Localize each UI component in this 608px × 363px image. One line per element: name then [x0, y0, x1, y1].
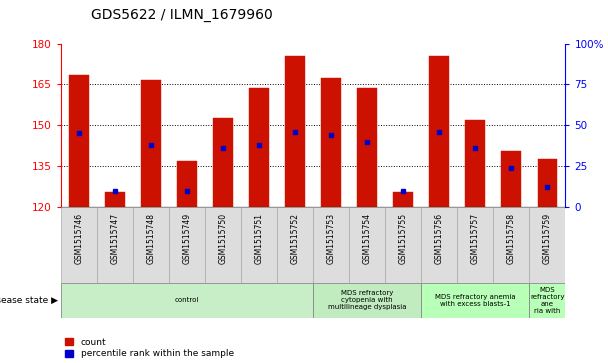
- FancyBboxPatch shape: [169, 207, 205, 283]
- FancyBboxPatch shape: [530, 283, 565, 318]
- Text: GSM1515754: GSM1515754: [363, 213, 371, 264]
- Text: GSM1515755: GSM1515755: [399, 213, 408, 264]
- Text: GSM1515759: GSM1515759: [543, 213, 552, 264]
- FancyBboxPatch shape: [205, 207, 241, 283]
- Bar: [537, 159, 558, 207]
- Text: GSM1515746: GSM1515746: [74, 213, 83, 264]
- FancyBboxPatch shape: [277, 207, 313, 283]
- Bar: [465, 120, 485, 207]
- FancyBboxPatch shape: [313, 283, 421, 318]
- Text: GSM1515750: GSM1515750: [218, 213, 227, 264]
- Bar: [321, 78, 341, 207]
- FancyBboxPatch shape: [61, 207, 97, 283]
- Bar: [141, 80, 161, 207]
- Text: control: control: [174, 297, 199, 303]
- Text: disease state ▶: disease state ▶: [0, 296, 58, 305]
- Bar: [213, 118, 233, 207]
- Text: GSM1515747: GSM1515747: [111, 213, 119, 264]
- Text: GSM1515753: GSM1515753: [326, 213, 336, 264]
- Text: GSM1515748: GSM1515748: [147, 213, 156, 264]
- Legend: count, percentile rank within the sample: count, percentile rank within the sample: [65, 338, 234, 359]
- Bar: [249, 89, 269, 207]
- Bar: [429, 56, 449, 207]
- FancyBboxPatch shape: [493, 207, 530, 283]
- Bar: [358, 89, 377, 207]
- Bar: [502, 151, 521, 207]
- Text: MDS refractory anemia
with excess blasts-1: MDS refractory anemia with excess blasts…: [435, 294, 516, 307]
- FancyBboxPatch shape: [241, 207, 277, 283]
- FancyBboxPatch shape: [457, 207, 493, 283]
- FancyBboxPatch shape: [133, 207, 169, 283]
- FancyBboxPatch shape: [385, 207, 421, 283]
- FancyBboxPatch shape: [349, 207, 385, 283]
- Text: GSM1515757: GSM1515757: [471, 213, 480, 264]
- FancyBboxPatch shape: [530, 207, 565, 283]
- FancyBboxPatch shape: [61, 283, 313, 318]
- Text: GSM1515756: GSM1515756: [435, 213, 444, 264]
- Text: GSM1515752: GSM1515752: [291, 213, 300, 264]
- Text: GSM1515749: GSM1515749: [182, 213, 192, 264]
- FancyBboxPatch shape: [313, 207, 349, 283]
- Bar: [285, 56, 305, 207]
- Text: MDS refractory
cytopenia with
multilineage dysplasia: MDS refractory cytopenia with multilinea…: [328, 290, 406, 310]
- Bar: [177, 160, 197, 207]
- Text: MDS
refractory
ane
ria with: MDS refractory ane ria with: [530, 287, 565, 314]
- Bar: [105, 192, 125, 207]
- Bar: [393, 192, 413, 207]
- FancyBboxPatch shape: [421, 283, 530, 318]
- FancyBboxPatch shape: [421, 207, 457, 283]
- Text: GSM1515758: GSM1515758: [507, 213, 516, 264]
- Text: GSM1515751: GSM1515751: [255, 213, 263, 264]
- FancyBboxPatch shape: [97, 207, 133, 283]
- Text: GDS5622 / ILMN_1679960: GDS5622 / ILMN_1679960: [91, 8, 273, 22]
- Bar: [69, 75, 89, 207]
